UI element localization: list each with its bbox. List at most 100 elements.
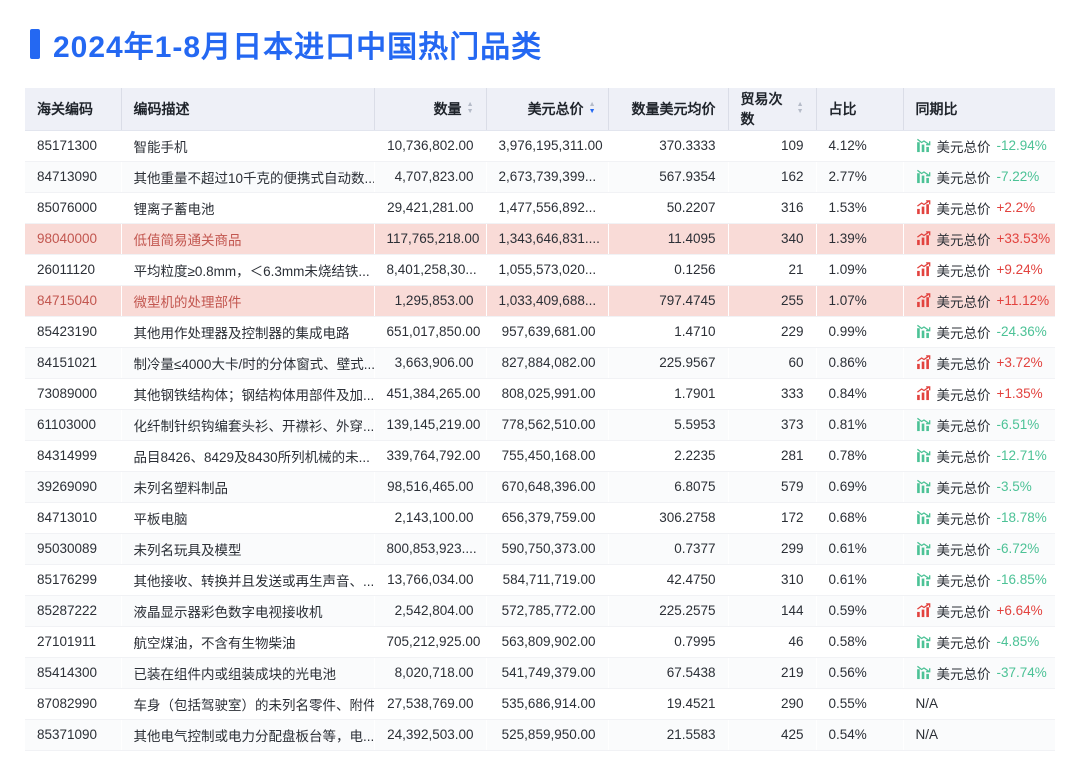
chart-decrease-icon [916,479,931,494]
table-row: 85423190 其他用作处理器及控制器的集成电路 651,017,850.00 95… [25,316,1055,348]
cell-desc: 微型机的处理部件 [121,285,375,317]
column-header-trades[interactable]: 贸易次数 ▲ ▼ [728,88,817,131]
cell-avg: 1.4710 [608,316,729,348]
cell-avg: 567.9354 [608,161,729,193]
cell-avg: 0.7377 [608,533,729,565]
cell-share: 1.09% [816,254,904,286]
cell-trades: 310 [728,564,817,596]
chart-decrease-icon [916,448,931,463]
chart-increase-icon [916,386,931,401]
yoy-na-value: N/A [915,696,939,711]
yoy-metric-label: 美元总价 [936,294,991,310]
cell-trades: 255 [728,285,817,317]
cell-desc: 其他用作处理器及控制器的集成电路 [121,316,375,348]
table-row: 85076000 锂离子蓄电池 29,421,281.00 1,477,556,892… [25,192,1055,224]
column-label-trades: 贸易次数 [740,90,783,127]
chart-decrease-icon [916,572,931,587]
cell-share: 0.99% [816,316,904,348]
cell-yoy: 美元总价 +1.35% [903,378,1055,410]
yoy-percent-value: -16.85% [996,572,1047,587]
cell-trades: 316 [728,192,817,224]
sort-icon-usd[interactable]: ▲ ▼ [588,101,596,116]
cell-code: 85423190 [25,316,122,348]
cell-trades: 373 [728,409,817,441]
cell-trades: 109 [728,130,817,162]
cell-trades: 60 [728,347,817,379]
cell-trades: 229 [728,316,817,348]
cell-trades: 172 [728,502,817,534]
yoy-percent-value: +11.12% [996,293,1050,308]
cell-avg: 2.2235 [608,440,729,472]
column-label-code: 海关编码 [37,100,93,117]
sort-icon-qty[interactable]: ▲ ▼ [466,101,474,116]
column-header-qty[interactable]: 数量 ▲ ▼ [374,88,487,131]
cell-yoy: 美元总价 +6.64% [903,595,1055,627]
chart-decrease-icon [916,417,931,432]
table-header-row: 海关编码 编码描述 数量 ▲ ▼ 美元总价 ▲ ▼ 数量美元均价 贸易次数 ▲ ▼ 占比 同期比 [25,88,1055,131]
yoy-metric-label: 美元总价 [936,325,991,341]
cell-usd: 670,648,396.00 [486,471,609,503]
cell-qty: 4,707,823.00 [374,161,487,193]
cell-usd: 778,562,510.00 [486,409,609,441]
cell-yoy: 美元总价 -3.5% [903,471,1055,503]
cell-trades: 281 [728,440,817,472]
cell-desc: 品目8426、8429及8430所列机械的未... [121,440,375,472]
yoy-percent-value: +1.35% [996,386,1043,401]
cell-share: 1.07% [816,285,904,317]
sort-icon-trades[interactable]: ▲ ▼ [796,101,804,116]
cell-yoy: 美元总价 +3.72% [903,347,1055,379]
cell-trades: 162 [728,161,817,193]
cell-code: 85287222 [25,595,122,627]
chart-increase-icon [916,603,931,618]
cell-share: 0.56% [816,657,904,689]
table-row: 73089000 其他钢铁结构体；钢结构体用部件及加... 451,384,265.… [25,378,1055,410]
yoy-metric-label: 美元总价 [936,263,991,279]
yoy-percent-value: -12.71% [996,448,1047,463]
cell-desc: 液晶显示器彩色数字电视接收机 [121,595,375,627]
cell-share: 0.59% [816,595,904,627]
cell-avg: 50.2207 [608,192,729,224]
cell-qty: 98,516,465.00 [374,471,487,503]
cell-trades: 333 [728,378,817,410]
cell-desc: 化纤制针织钩编套头衫、开襟衫、外穿... [121,409,375,441]
cell-avg: 19.4521 [608,688,729,720]
cell-avg: 0.1256 [608,254,729,286]
cell-code: 95030089 [25,533,122,565]
cell-desc: 平均粒度≥0.8mm，＜6.3mm未烧结铁... [121,254,375,286]
yoy-metric-label: 美元总价 [936,542,991,558]
cell-share: 0.55% [816,688,904,720]
cell-qty: 3,663,906.00 [374,347,487,379]
cell-yoy: 美元总价 -7.22% [903,161,1055,193]
cell-yoy: 美元总价 -37.74% [903,657,1055,689]
cell-code: 61103000 [25,409,122,441]
yoy-metric-label: 美元总价 [936,511,991,527]
column-header-share: 占比 [816,88,904,131]
column-header-yoy: 同期比 [903,88,1055,131]
cell-yoy: 美元总价 -6.72% [903,533,1055,565]
cell-usd: 535,686,914.00 [486,688,609,720]
cell-trades: 579 [728,471,817,503]
yoy-percent-value: -18.78% [996,510,1047,525]
table-row: 85287222 液晶显示器彩色数字电视接收机 2,542,804.00 572,78… [25,595,1055,627]
cell-desc: 其他电气控制或电力分配盘板台等，电... [121,719,375,751]
column-label-share: 占比 [828,100,857,117]
cell-share: 4.12% [816,130,904,162]
column-header-usd[interactable]: 美元总价 ▲ ▼ [486,88,609,131]
cell-qty: 13,766,034.00 [374,564,487,596]
cell-yoy: 美元总价 -4.85% [903,626,1055,658]
cell-share: 0.81% [816,409,904,441]
table-row: 87082990 车身（包括驾驶室）的未列名零件、附件 27,538,769.00 5… [25,688,1055,720]
cell-share: 0.58% [816,626,904,658]
cell-avg: 797.4745 [608,285,729,317]
chart-increase-icon [916,231,931,246]
cell-qty: 2,542,804.00 [374,595,487,627]
table-row: 26011120 平均粒度≥0.8mm，＜6.3mm未烧结铁... 8,401,25… [25,254,1055,286]
yoy-percent-value: -37.74% [996,665,1047,680]
chart-increase-icon [916,355,931,370]
chart-decrease-icon [916,510,931,525]
cell-desc: 制冷量≤4000大卡/时的分体窗式、壁式... [121,347,375,379]
cell-code: 84151021 [25,347,122,379]
cell-share: 0.84% [816,378,904,410]
table-row: 84314999 品目8426、8429及8430所列机械的未... 339,764… [25,440,1055,472]
cell-usd: 1,343,646,831.... [486,223,609,255]
